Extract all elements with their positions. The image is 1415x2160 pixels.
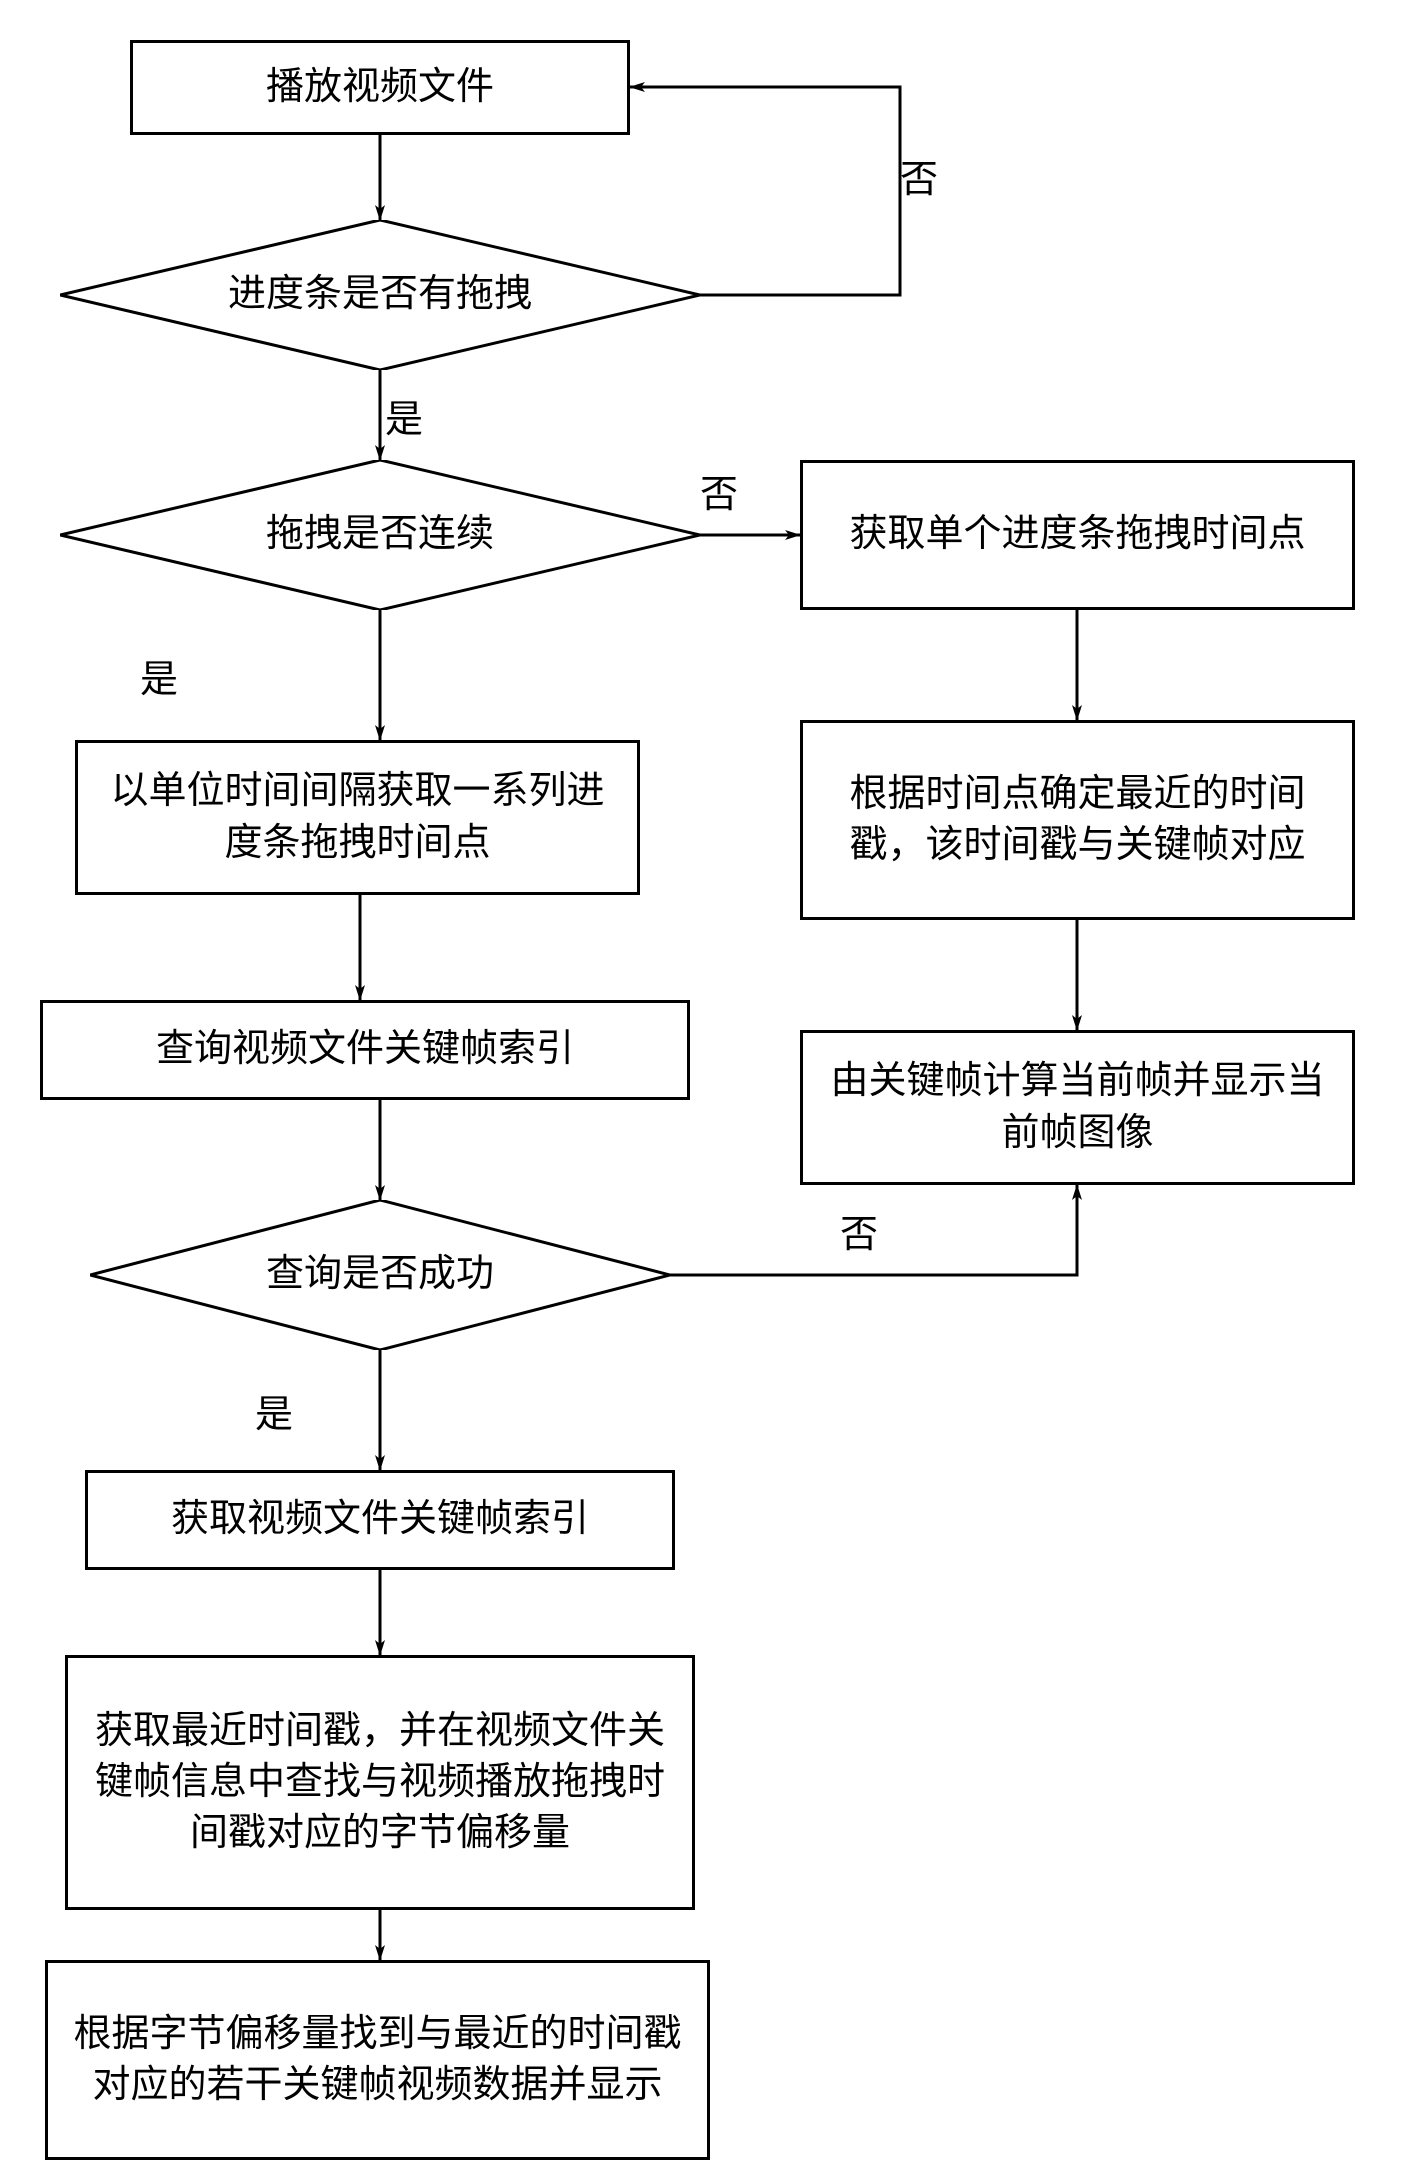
flow-node-label: 根据字节偏移量找到与最近的时间戳对应的若干关键帧视频数据并显示	[66, 2009, 689, 2112]
flow-node-n2: 进度条是否有拖拽	[60, 220, 700, 370]
flow-node-n5: 以单位时间间隔获取一系列进度条拖拽时间点	[75, 740, 640, 895]
flow-edge-label: 否	[840, 1216, 878, 1254]
flowchart-container: 播放视频文件进度条是否有拖拽拖拽是否连续 获取单个进度条拖拽时间点以单位时间间隔获…	[0, 0, 1415, 2099]
flow-node-n11: 获取最近时间戳，并在视频文件关键帧信息中查找与视频播放拖拽时间戳对应的字节偏移量	[65, 1655, 695, 1910]
flow-node-n1: 播放视频文件	[130, 40, 630, 135]
flow-node-label: 根据时间点确定最近的时间戳，该时间戳与关键帧对应	[821, 769, 1334, 872]
flow-node-n10: 获取视频文件关键帧索引	[85, 1470, 675, 1570]
flow-node-label: 获取视频文件关键帧索引	[171, 1494, 589, 1545]
flow-node-n12: 根据字节偏移量找到与最近的时间戳对应的若干关键帧视频数据并显示	[45, 1960, 710, 2160]
flow-node-n6: 根据时间点确定最近的时间戳，该时间戳与关键帧对应	[800, 720, 1355, 920]
flow-edge-label: 是	[140, 661, 178, 699]
flow-node-label: 获取单个进度条拖拽时间点	[849, 509, 1305, 560]
flow-edge-label: 否	[700, 476, 738, 514]
flow-edge-label: 是	[255, 1396, 293, 1434]
flow-node-label: 查询视频文件关键帧索引	[156, 1024, 574, 1075]
flow-node-n8: 由关键帧计算当前帧并显示当前帧图像	[800, 1030, 1355, 1185]
flow-node-n4: 获取单个进度条拖拽时间点	[800, 460, 1355, 610]
flow-node-n7: 查询视频文件关键帧索引	[40, 1000, 690, 1100]
flow-node-label: 以单位时间间隔获取一系列进度条拖拽时间点	[96, 766, 619, 869]
flow-node-label: 拖拽是否连续	[266, 510, 494, 559]
flow-node-label: 播放视频文件	[266, 62, 494, 113]
flow-node-n3: 拖拽是否连续	[60, 460, 700, 610]
flow-node-label: 获取最近时间戳，并在视频文件关键帧信息中查找与视频播放拖拽时间戳对应的字节偏移量	[86, 1706, 674, 1860]
flow-node-label: 查询是否成功	[266, 1250, 494, 1299]
flow-node-label: 由关键帧计算当前帧并显示当前帧图像	[821, 1056, 1334, 1159]
flow-node-label: 进度条是否有拖拽	[228, 270, 532, 319]
flow-node-n9: 查询是否成功	[90, 1200, 670, 1350]
flow-edge-label: 否	[900, 161, 938, 199]
flow-edge-label: 是	[385, 401, 423, 439]
